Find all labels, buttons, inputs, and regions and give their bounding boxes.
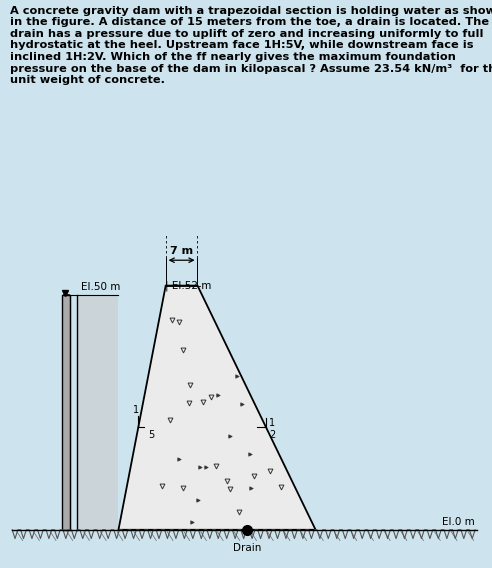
Text: 7 m: 7 m	[170, 247, 193, 256]
Text: El.50 m: El.50 m	[81, 282, 120, 291]
Text: 2: 2	[269, 430, 275, 440]
Bar	[62, 295, 70, 530]
Text: 5: 5	[148, 429, 154, 440]
Text: Drain: Drain	[233, 544, 262, 553]
Text: 1: 1	[133, 404, 139, 415]
Polygon shape	[119, 286, 315, 530]
Text: 1: 1	[269, 418, 275, 428]
Text: | El.52 m: | El.52 m	[165, 281, 211, 291]
Text: A concrete gravity dam with a trapezoidal section is holding water as shown
in t: A concrete gravity dam with a trapezoida…	[10, 6, 492, 85]
Polygon shape	[77, 295, 119, 530]
Text: El.0 m: El.0 m	[442, 517, 475, 527]
